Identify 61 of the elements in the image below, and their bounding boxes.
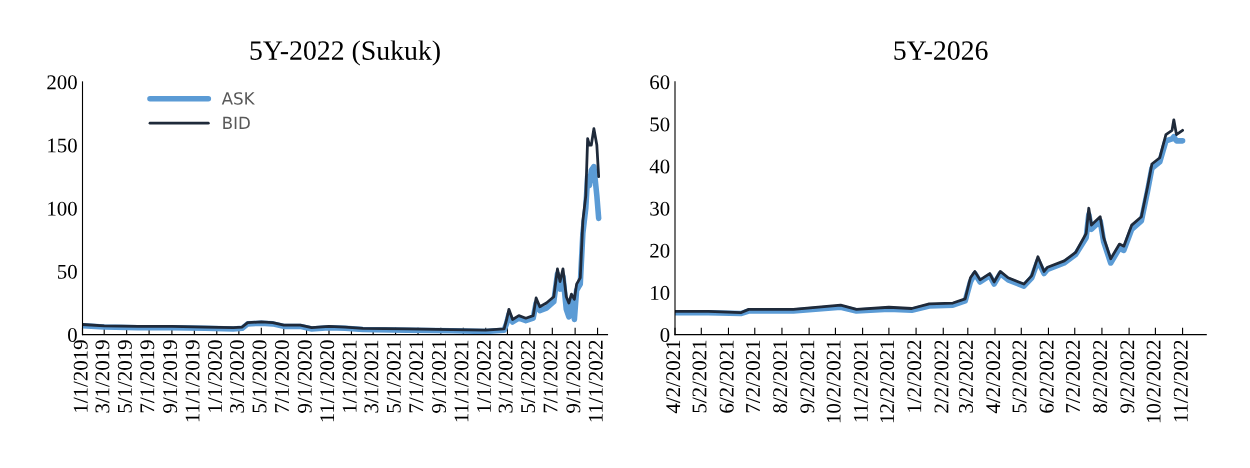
x-tick-label: 5/1/2019 xyxy=(117,340,132,413)
x-tick-label: 12/2/2021 xyxy=(880,340,895,423)
x-tick-label: 8/2/2022 xyxy=(1093,340,1108,413)
x-tick-label: 9/2/2021 xyxy=(800,340,815,413)
x-tick-label: 9/1/2021 xyxy=(431,340,447,413)
x-tick-label: 7/2/2022 xyxy=(1065,340,1080,413)
y-tick-label: 40 xyxy=(649,159,670,174)
x-tick-label: 7/1/2021 xyxy=(409,340,424,413)
y-tick-label: 10 xyxy=(651,285,670,300)
y-tick-label: 0 xyxy=(68,327,77,343)
x-tick-label: 11/1/2022 xyxy=(588,340,603,422)
x-tick-label: 3/1/2022 xyxy=(498,340,513,413)
x-tick-label: 11/1/2021 xyxy=(454,340,469,422)
x-tick-label: 5/1/2021 xyxy=(386,340,401,413)
x-tick-label: 5/2/2022 xyxy=(1012,340,1027,413)
x-tick-label: 5/2/2021 xyxy=(692,340,707,413)
x-tick-label: 3/1/2021 xyxy=(364,340,379,413)
x-tick-label: 3/1/2020 xyxy=(230,340,245,413)
x-tick-label: 7/1/2019 xyxy=(140,340,155,413)
x-tick-label: 10/2/2021 xyxy=(826,340,841,423)
x-tick-label: 2/2/2022 xyxy=(934,340,949,413)
legend-label: BID xyxy=(223,116,250,129)
x-tick-label: 6/2/2022 xyxy=(1039,340,1054,413)
y-tick-label: 30 xyxy=(650,201,670,216)
x-tick-label: 1/1/2020 xyxy=(207,340,222,412)
legend-label: ASK xyxy=(221,92,255,105)
y-tick-label: 50 xyxy=(58,264,77,279)
x-tick-label: 1/2/2022 xyxy=(907,340,922,412)
x-tick-label: 7/2/2021 xyxy=(745,340,760,413)
y-tick-label: 20 xyxy=(650,243,670,258)
x-tick-label: 9/1/2019 xyxy=(163,340,178,413)
y-tick-label: 50 xyxy=(650,117,670,132)
x-tick-label: 11/1/2019 xyxy=(185,340,200,422)
x-tick-label: 11/2/2022 xyxy=(1173,340,1188,422)
x-tick-label: 5/1/2020 xyxy=(252,340,267,413)
x-tick-label: 1/1/2019 xyxy=(73,340,88,412)
y-tick-label: 0 xyxy=(660,327,670,343)
x-tick-label: 3/1/2019 xyxy=(95,340,110,413)
x-tick-label: 11/1/2020 xyxy=(320,340,335,422)
x-tick-label: 9/2/2022 xyxy=(1120,340,1135,413)
chart-title: 5Y-2022 (Sukuk) xyxy=(250,40,440,66)
x-tick-label: 1/1/2021 xyxy=(342,340,357,412)
x-tick-label: 4/2/2021 xyxy=(666,340,681,414)
y-tick-label: 100 xyxy=(48,201,77,216)
x-tick-label: 6/2/2021 xyxy=(719,340,734,413)
x-tick-label: 3/2/2022 xyxy=(958,340,974,413)
y-tick-label: 60 xyxy=(650,75,670,90)
x-tick-label: 7/1/2020 xyxy=(274,340,289,413)
x-tick-label: 11/2/2021 xyxy=(853,340,868,422)
x-tick-label: 8/2/2021 xyxy=(773,340,788,413)
x-tick-label: 1/1/2022 xyxy=(476,340,491,412)
y-tick-label: 200 xyxy=(47,75,77,90)
chart-title: 5Y-2026 xyxy=(894,41,988,60)
x-tick-label: 4/2/2022 xyxy=(986,340,1001,414)
x-tick-label: 5/1/2022 xyxy=(521,340,536,413)
x-tick-label: 10/2/2022 xyxy=(1146,340,1161,423)
x-tick-label: 7/1/2022 xyxy=(543,340,558,413)
x-tick-label: 9/1/2022 xyxy=(566,340,581,413)
x-tick-label: 9/1/2020 xyxy=(297,340,312,413)
y-tick-label: 150 xyxy=(48,138,77,153)
line-series xyxy=(82,127,601,332)
